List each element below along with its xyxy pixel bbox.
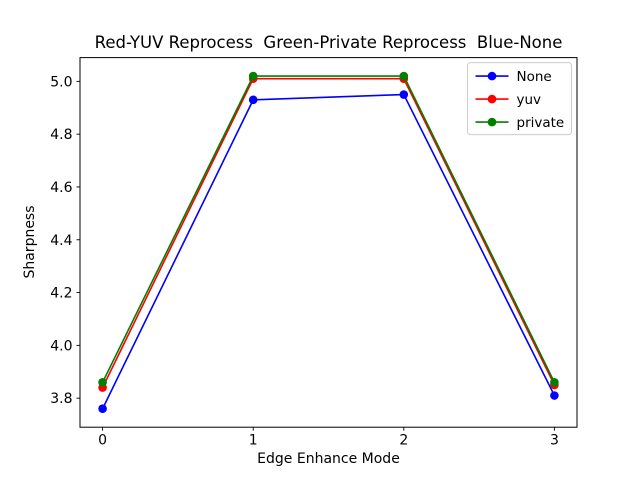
- x-axis-label: Edge Enhance Mode: [257, 451, 400, 467]
- x-tick-label: 1: [249, 433, 258, 449]
- legend-entry-private: private: [517, 115, 565, 131]
- series-marker-private: [399, 71, 409, 81]
- chart-title: Red-YUV Reprocess Green-Private Reproces…: [94, 33, 563, 52]
- x-tick-label: 0: [98, 433, 107, 449]
- y-tick-label: 5.0: [50, 74, 72, 90]
- legend-entry-yuv: yuv: [517, 92, 542, 108]
- y-tick-label: 3.8: [50, 391, 72, 407]
- y-tick-label: 4.6: [50, 180, 72, 196]
- series-marker-None: [98, 404, 107, 414]
- series-marker-private: [248, 71, 258, 81]
- y-tick-label: 4.8: [50, 127, 72, 143]
- legend-marker: [487, 117, 497, 127]
- y-tick-label: 4.0: [50, 338, 72, 354]
- legend-marker: [487, 71, 497, 81]
- series-marker-private: [550, 378, 559, 387]
- series-marker-private: [98, 378, 107, 387]
- series-line-yuv: [101, 77, 556, 388]
- y-tick-label: 4.4: [50, 233, 72, 249]
- series-marker-None: [399, 90, 409, 99]
- x-tick-label: 2: [399, 433, 408, 449]
- series-marker-None: [550, 391, 559, 400]
- series-line-None: [101, 93, 556, 410]
- legend-entry-None: None: [517, 69, 552, 85]
- y-tick-label: 4.2: [50, 286, 72, 302]
- series-line-private: [101, 75, 556, 383]
- legend-marker: [487, 94, 497, 104]
- legend-box: [467, 62, 572, 136]
- y-axis-label: Sharpness: [22, 205, 38, 279]
- series-marker-None: [248, 95, 258, 105]
- x-tick-label: 3: [550, 433, 559, 449]
